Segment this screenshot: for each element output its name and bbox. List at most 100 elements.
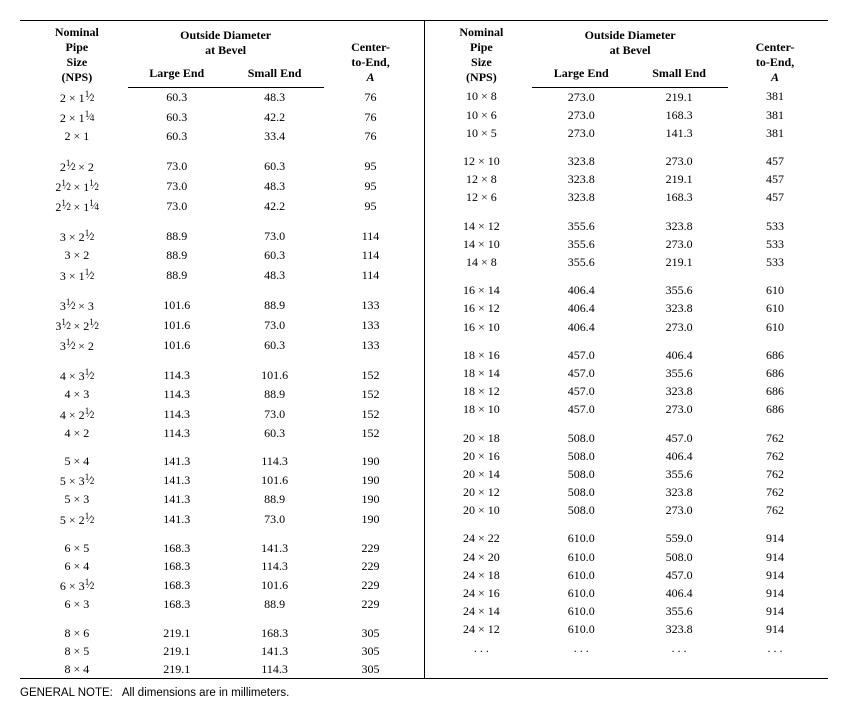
cell-center-to-end: 457 <box>728 188 822 206</box>
table-row: 5 × 21⁄2141.373.0190 <box>26 509 418 529</box>
table-row: 31⁄2 × 3101.688.9133 <box>26 295 418 315</box>
cell-small-end: 219.1 <box>630 170 728 188</box>
cell-nps: 4 × 21⁄2 <box>26 404 128 424</box>
cell-large-end: 60.3 <box>128 127 226 145</box>
cell-nps: 21⁄2 × 11⁄2 <box>26 176 128 196</box>
cell-large-end: 610.0 <box>532 529 630 547</box>
cell-center-to-end: 114 <box>324 265 418 285</box>
table-row: 8 × 4219.1114.3305 <box>26 660 418 678</box>
cell-nps: 2 × 11⁄4 <box>26 107 128 127</box>
cell-nps: 20 × 16 <box>431 447 533 465</box>
cell-center-to-end: 686 <box>728 400 822 418</box>
cell-large-end: 273.0 <box>532 87 630 106</box>
right-tbody: 10 × 8273.0219.138110 × 6273.0168.338110… <box>431 87 823 657</box>
cell-center-to-end: 133 <box>324 335 418 355</box>
cell-nps: 10 × 5 <box>431 124 533 142</box>
cell-small-end: 48.3 <box>226 265 324 285</box>
cell-small-end: 406.4 <box>630 584 728 602</box>
table-row: 20 × 16508.0406.4762 <box>431 447 823 465</box>
spacer-row <box>26 614 418 624</box>
cell-center-to-end: 305 <box>324 642 418 660</box>
cell-small-end: 73.0 <box>226 404 324 424</box>
cell-nps: 31⁄2 × 2 <box>26 335 128 355</box>
cell-small-end: 323.8 <box>630 483 728 501</box>
cell-center-to-end: 610 <box>728 299 822 317</box>
cell-large-end: 141.3 <box>128 509 226 529</box>
hdr-nps: Nominal Pipe Size (NPS) <box>26 21 128 87</box>
general-note: GENERAL NOTE: All dimensions are in mill… <box>20 685 828 699</box>
table-container: Nominal Pipe Size (NPS) Outside Diameter… <box>20 20 828 679</box>
cell-center-to-end: 152 <box>324 365 418 385</box>
cell-nps: 24 × 14 <box>431 602 533 620</box>
cell-nps: 24 × 16 <box>431 584 533 602</box>
cell-small-end: 273.0 <box>630 400 728 418</box>
cell-small-end: 323.8 <box>630 382 728 400</box>
cell-large-end: 406.4 <box>532 299 630 317</box>
spacer-row <box>431 336 823 346</box>
left-thead: Nominal Pipe Size (NPS) Outside Diameter… <box>26 21 418 87</box>
cell-small-end: 88.9 <box>226 295 324 315</box>
cell-center-to-end: 686 <box>728 382 822 400</box>
cell-small-end: 60.3 <box>226 246 324 264</box>
left-table: Nominal Pipe Size (NPS) Outside Diameter… <box>26 21 418 678</box>
cell-nps: 24 × 22 <box>431 529 533 547</box>
spacer-row <box>26 355 418 365</box>
cell-center-to-end: 229 <box>324 557 418 575</box>
cell-small-end: 60.3 <box>226 424 324 442</box>
cell-large-end: 323.8 <box>532 188 630 206</box>
table-row: 10 × 6273.0168.3381 <box>431 106 823 124</box>
table-row: 20 × 12508.0323.8762 <box>431 483 823 501</box>
cell-center-to-end: 76 <box>324 127 418 145</box>
table-row: 18 × 14457.0355.6686 <box>431 364 823 382</box>
cell-center-to-end: 190 <box>324 470 418 490</box>
cell-large-end: 323.8 <box>532 152 630 170</box>
cell-nps: 20 × 18 <box>431 429 533 447</box>
cell-center-to-end: 533 <box>728 217 822 235</box>
spacer-row <box>431 419 823 429</box>
cell-nps: 18 × 16 <box>431 346 533 364</box>
cell-large-end: 219.1 <box>128 660 226 678</box>
right-table: Nominal Pipe Size (NPS) Outside Diameter… <box>431 21 823 657</box>
cell-small-end: 273.0 <box>630 152 728 170</box>
cell-nps: 2 × 1 <box>26 127 128 145</box>
cell-large-end: 457.0 <box>532 400 630 418</box>
cell-center-to-end: 114 <box>324 246 418 264</box>
cell-large-end: 273.0 <box>532 124 630 142</box>
cell-center-to-end: 305 <box>324 624 418 642</box>
table-row: 6 × 31⁄2168.3101.6229 <box>26 575 418 595</box>
cell-nps: 4 × 3 <box>26 385 128 403</box>
cell-center-to-end: 95 <box>324 176 418 196</box>
cell-large-end: 114.3 <box>128 385 226 403</box>
cell-nps: 12 × 10 <box>431 152 533 170</box>
cell-center-to-end: 190 <box>324 509 418 529</box>
table-row: 16 × 10406.4273.0610 <box>431 318 823 336</box>
cell-center-to-end: 95 <box>324 196 418 216</box>
cell-center-to-end: 190 <box>324 490 418 508</box>
cell-nps: 18 × 12 <box>431 382 533 400</box>
cell-center-to-end: 914 <box>728 620 822 638</box>
spacer-row <box>431 142 823 152</box>
cell-large-end: 219.1 <box>128 624 226 642</box>
table-row: 10 × 5273.0141.3381 <box>431 124 823 142</box>
cell-nps: 18 × 14 <box>431 364 533 382</box>
cell-center-to-end: 152 <box>324 404 418 424</box>
cell-nps: 8 × 5 <box>26 642 128 660</box>
cell-large-end: 168.3 <box>128 557 226 575</box>
cell-nps: 21⁄2 × 2 <box>26 156 128 176</box>
table-row: 10 × 8273.0219.1381 <box>431 87 823 106</box>
note-label: GENERAL NOTE: <box>20 687 113 699</box>
spacer-row <box>26 146 418 156</box>
left-table-wrap: Nominal Pipe Size (NPS) Outside Diameter… <box>20 21 425 678</box>
cell-small-end: 355.6 <box>630 364 728 382</box>
cell-small-end: 168.3 <box>630 188 728 206</box>
cell-nps: 2 × 11⁄2 <box>26 87 128 107</box>
cell-large-end: . . . <box>532 639 630 657</box>
cell-large-end: 406.4 <box>532 318 630 336</box>
cell-nps: 21⁄2 × 11⁄4 <box>26 196 128 216</box>
cell-center-to-end: 914 <box>728 584 822 602</box>
cell-small-end: 508.0 <box>630 548 728 566</box>
table-row: 24 × 16610.0406.4914 <box>431 584 823 602</box>
cell-nps: 6 × 31⁄2 <box>26 575 128 595</box>
table-row: 18 × 16457.0406.4686 <box>431 346 823 364</box>
hdr-od: Outside Diameter at Bevel <box>128 21 324 60</box>
